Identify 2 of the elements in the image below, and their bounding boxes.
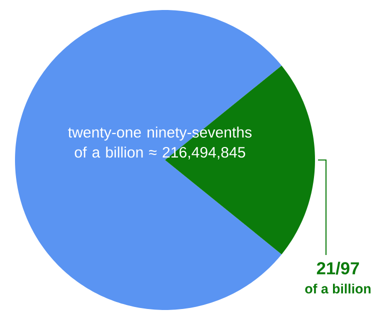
slice-label: 21/97 — [316, 262, 359, 275]
text: of a billion — [305, 284, 371, 294]
